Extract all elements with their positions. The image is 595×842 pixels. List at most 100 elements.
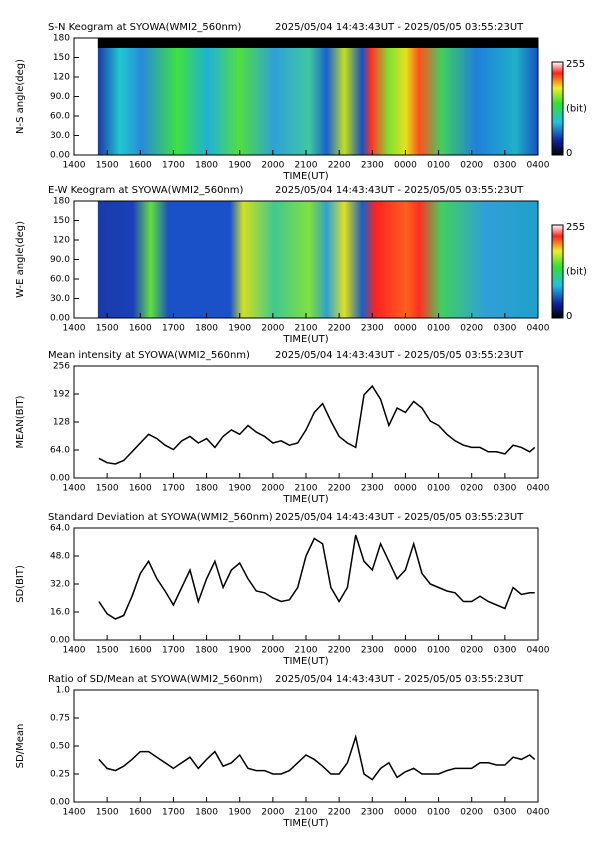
- x-tick-label: 0300: [493, 646, 516, 656]
- x-tick-label: 2300: [361, 646, 384, 656]
- x-tick-label: 0000: [394, 324, 417, 334]
- x-tick-label: 0000: [394, 161, 417, 171]
- y-tick-label: 64.0: [50, 524, 70, 534]
- x-tick-label: 1800: [195, 646, 218, 656]
- x-tick-label: 1700: [162, 161, 185, 171]
- y-tick-label: 128: [53, 418, 70, 428]
- y-tick-label: 180: [53, 197, 70, 207]
- y-axis-label: SD/Mean: [15, 724, 26, 769]
- panel-title: S-N Keogram at SYOWA(WMI2_560nm): [48, 22, 242, 33]
- x-tick-label: 0300: [493, 484, 516, 494]
- x-tick-label: 2100: [295, 646, 318, 656]
- colorbar: [551, 61, 564, 156]
- x-tick-label: 0200: [460, 161, 483, 171]
- time-range: 2025/05/04 14:43:43UT - 2025/05/05 03:55…: [275, 185, 524, 196]
- x-tick-label: 1400: [63, 484, 86, 494]
- x-tick-label: 1700: [162, 324, 185, 334]
- x-tick-label: 2200: [328, 646, 351, 656]
- x-tick-label: 1600: [129, 161, 152, 171]
- x-tick-label: 2000: [261, 808, 284, 818]
- panel-title: Standard Deviation at SYOWA(WMI2_560nm): [48, 512, 273, 523]
- panel-title: Ratio of SD/Mean at SYOWA(WMI2_560nm): [48, 674, 263, 685]
- plot-frame: [73, 527, 539, 641]
- x-tick-label: 0200: [460, 646, 483, 656]
- x-tick-label: 0400: [527, 161, 550, 171]
- x-tick-label: 0200: [460, 484, 483, 494]
- y-tick-label: 0.00: [50, 151, 70, 161]
- x-tick-label: 1900: [228, 646, 251, 656]
- y-tick-label: 0.00: [50, 798, 70, 808]
- y-tick-label: 0.00: [50, 314, 70, 324]
- x-tick-label: 0400: [527, 324, 550, 334]
- data-line: [98, 534, 535, 620]
- x-tick-label: 0100: [427, 324, 450, 334]
- x-tick-label: 1700: [162, 808, 185, 818]
- y-tick-label: 0.00: [50, 636, 70, 646]
- time-range: 2025/05/04 14:43:43UT - 2025/05/05 03:55…: [275, 674, 524, 685]
- x-tick-label: 1900: [228, 161, 251, 171]
- y-tick-label: 90.0: [50, 255, 70, 265]
- x-tick-label: 1900: [228, 484, 251, 494]
- y-tick-label: 16.0: [50, 608, 70, 618]
- keogram-image: [97, 38, 538, 155]
- x-tick-label: 0100: [427, 161, 450, 171]
- x-tick-label: 1600: [129, 324, 152, 334]
- x-tick-label: 0200: [460, 808, 483, 818]
- x-tick-label: 1500: [96, 161, 119, 171]
- x-tick-label: 1600: [129, 646, 152, 656]
- y-tick-label: 32.0: [50, 580, 70, 590]
- x-tick-label: 1400: [63, 161, 86, 171]
- x-tick-label: 2100: [295, 324, 318, 334]
- y-tick-label: 30.0: [50, 131, 70, 141]
- x-tick-label: 2100: [295, 484, 318, 494]
- y-axis-label: W-E angle(deg): [15, 221, 26, 298]
- x-tick-label: 1700: [162, 484, 185, 494]
- y-axis-label: SD(BIT): [15, 565, 26, 603]
- x-tick-label: 0100: [427, 484, 450, 494]
- x-axis-label: TIME(UT): [282, 656, 328, 667]
- x-tick-label: 1400: [63, 324, 86, 334]
- x-tick-label: 0400: [527, 646, 550, 656]
- y-tick-label: 120: [53, 236, 70, 246]
- x-tick-label: 1400: [63, 808, 86, 818]
- colorbar-min: 0: [566, 148, 572, 159]
- x-tick-label: 0000: [394, 484, 417, 494]
- y-tick-label: 150: [53, 53, 70, 63]
- y-axis-label: MEAN(BIT): [15, 395, 26, 448]
- y-tick-label: 0.00: [50, 474, 70, 484]
- x-tick-label: 2200: [328, 484, 351, 494]
- y-tick-label: 1.0: [56, 686, 71, 696]
- x-axis-label: TIME(UT): [282, 171, 328, 182]
- data-line: [98, 384, 536, 465]
- x-tick-label: 1900: [228, 324, 251, 334]
- x-tick-label: 0000: [394, 646, 417, 656]
- x-tick-label: 1900: [228, 808, 251, 818]
- y-axis-label: N-S angle(deg): [15, 59, 26, 134]
- x-axis-label: TIME(UT): [282, 494, 328, 505]
- y-tick-label: 60.0: [50, 112, 70, 122]
- x-tick-label: 0000: [394, 808, 417, 818]
- colorbar-max: 255: [566, 222, 585, 233]
- x-tick-label: 1600: [129, 808, 152, 818]
- x-axis-label: TIME(UT): [282, 818, 328, 829]
- time-range: 2025/05/04 14:43:43UT - 2025/05/05 03:55…: [275, 22, 524, 33]
- x-tick-label: 0100: [427, 808, 450, 818]
- x-tick-label: 2200: [328, 808, 351, 818]
- colorbar-min: 0: [566, 311, 572, 322]
- x-tick-label: 0400: [527, 484, 550, 494]
- colorbar-unit: (bit): [566, 104, 587, 115]
- y-tick-label: 256: [53, 362, 70, 372]
- y-tick-label: 30.0: [50, 294, 70, 304]
- panel-title: Mean intensity at SYOWA(WMI2_560nm): [48, 350, 250, 361]
- x-tick-label: 2100: [295, 808, 318, 818]
- x-tick-label: 1800: [195, 161, 218, 171]
- x-tick-label: 2000: [261, 161, 284, 171]
- y-tick-label: 192: [53, 390, 70, 400]
- colorbar-unit: (bit): [566, 267, 587, 278]
- time-range: 2025/05/04 14:43:43UT - 2025/05/05 03:55…: [275, 350, 524, 361]
- x-tick-label: 1500: [96, 808, 119, 818]
- x-tick-label: 2100: [295, 161, 318, 171]
- x-tick-label: 2300: [361, 161, 384, 171]
- x-tick-label: 1700: [162, 646, 185, 656]
